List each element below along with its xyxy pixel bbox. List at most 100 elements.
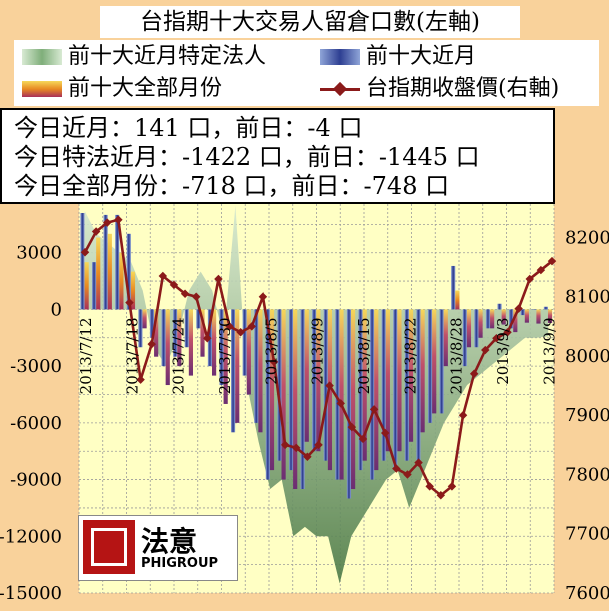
all-months-bar <box>501 309 506 325</box>
y-right-tick-label: 8000 <box>565 346 609 367</box>
close-price-marker <box>514 304 523 313</box>
all-months-bar <box>362 309 367 461</box>
close-price-marker <box>114 215 123 224</box>
close-price-marker <box>481 345 490 355</box>
stats-box: 今日近月：141 口，前日：-4 口 今日特法近月：-1422 口，前日：-14… <box>0 108 555 204</box>
close-price-marker <box>369 405 379 414</box>
all-months-bar <box>420 309 425 433</box>
all-months-bar <box>478 309 483 338</box>
x-tick-label: 2013/8/9 <box>309 317 327 384</box>
all-months-bar <box>513 309 518 333</box>
y-right-tick-label: 8200 <box>565 227 609 248</box>
all-months-bar <box>154 309 159 357</box>
close-price-marker <box>80 248 90 257</box>
near-month-bar <box>115 214 120 310</box>
near-month-bar <box>451 265 456 310</box>
all-months-bar <box>269 309 275 471</box>
all-months-bar <box>524 309 529 323</box>
close-price-marker <box>425 482 434 491</box>
near-month-bar <box>138 309 143 348</box>
all-months-bar <box>96 237 101 310</box>
all-months-bar <box>547 309 553 324</box>
x-tick-label: 2013/9/3 <box>494 317 512 384</box>
near-month-bar <box>173 309 178 357</box>
y-right-tick-label: 7700 <box>565 524 609 545</box>
y-left-tick-label: 0 <box>51 299 62 320</box>
near-month-bar <box>91 262 97 310</box>
all-months-bar <box>490 309 495 329</box>
all-months-bar <box>107 233 112 310</box>
y-right-tick-label: 7800 <box>565 464 609 485</box>
y-left-tick-label: 3000 <box>16 243 62 264</box>
near-month-bar <box>532 309 537 310</box>
near-month-bar <box>196 309 201 329</box>
close-price-marker <box>458 410 468 420</box>
all-months-bar <box>351 309 356 490</box>
near-month-bar <box>462 309 467 367</box>
near-month-bar <box>254 309 259 423</box>
legend-swatch-green <box>22 49 62 65</box>
near-month-bar <box>393 309 398 471</box>
logo-mark <box>83 520 135 574</box>
all-months-bar <box>304 309 309 442</box>
all-months-bar <box>293 309 298 490</box>
close-price-marker <box>336 399 345 408</box>
all-months-bar <box>339 309 344 480</box>
close-price-marker <box>236 328 245 337</box>
x-tick-label: 2013/7/18 <box>123 317 141 394</box>
phigroup-logo: 法意 PHIGROUP <box>78 515 238 581</box>
near-month-bar <box>149 309 155 338</box>
all-months-bar <box>246 309 251 395</box>
near-month-bar <box>416 309 421 461</box>
all-months-bar <box>235 309 240 423</box>
close-price-marker <box>325 381 334 390</box>
near-month-bar <box>404 309 409 461</box>
y-left-tick-label: -3000 <box>10 356 62 377</box>
legend: 前十大近月特定法人 前十大近月 前十大全部月份 台指期收盤價(右軸) <box>14 40 599 106</box>
close-price-marker <box>536 265 546 275</box>
near-month-bar <box>358 309 363 471</box>
near-month-bar <box>312 309 317 452</box>
all-months-bar <box>374 309 379 471</box>
all-months-bar <box>119 252 124 310</box>
near-month-bar <box>474 309 479 348</box>
chart-title: 台指期十大交易人留倉口數(左軸) <box>100 6 520 38</box>
all-months-bar <box>177 309 182 367</box>
stats-line-special-near-month: 今日特法近月：-1422 口，前日：-1445 口 <box>14 143 480 171</box>
close-price-marker <box>247 322 257 331</box>
x-tick-label: 2013/8/28 <box>448 317 466 394</box>
close-price-marker <box>280 440 290 450</box>
near-month-bar <box>370 309 375 480</box>
close-price-marker <box>225 322 234 331</box>
all-months-bar <box>455 290 460 310</box>
stats-line-near-month: 今日近月：141 口，前日：-4 口 <box>14 114 363 142</box>
all-months-bar <box>223 309 228 404</box>
all-months-bar <box>443 309 448 367</box>
close-price-marker <box>447 482 457 491</box>
close-price-marker <box>380 428 390 438</box>
y-left-tick-label: -6000 <box>10 413 62 434</box>
close-price-marker <box>503 328 512 337</box>
all-months-bar <box>281 309 286 480</box>
x-tick-label: 2013/7/24 <box>170 317 188 394</box>
logo-text-cn: 法意 <box>141 525 198 558</box>
x-tick-label: 2013/7/30 <box>216 317 234 394</box>
y-left-tick-label: -15000 <box>0 583 62 604</box>
near-month-bar <box>126 233 131 310</box>
x-tick-label: 2013/8/15 <box>355 317 373 394</box>
close-price-marker <box>314 440 323 450</box>
near-month-bar <box>485 309 491 329</box>
legend-item-close-price: 台指期收盤價(右軸) <box>320 74 559 104</box>
close-price-marker <box>303 452 312 461</box>
close-price-marker <box>292 443 301 453</box>
all-months-bar <box>397 309 402 452</box>
near-month-bar <box>231 309 236 433</box>
near-month-bar <box>277 309 282 461</box>
near-month-bar <box>427 309 433 423</box>
all-months-bar <box>200 309 205 357</box>
close-price-marker <box>392 464 401 473</box>
all-months-bar <box>165 309 170 386</box>
close-price-marker <box>414 458 423 467</box>
close-price-marker <box>102 218 112 227</box>
